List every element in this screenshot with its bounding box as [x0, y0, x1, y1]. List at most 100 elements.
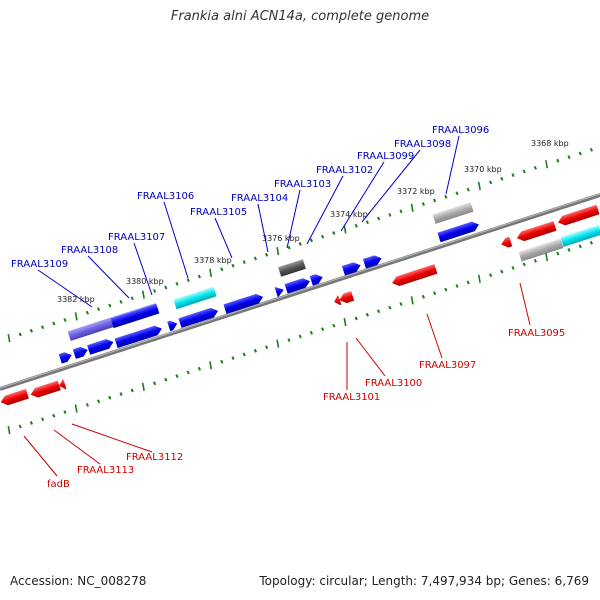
- gene-fraal3096[interactable]: [432, 202, 474, 224]
- gene-label-fraal3102[interactable]: FRAAL3102: [316, 165, 373, 176]
- gene-fraal3109[interactable]: [87, 337, 115, 355]
- gene-label-fraal3108[interactable]: FRAAL3108: [61, 245, 118, 256]
- scale-upper-tick: [556, 158, 560, 163]
- gene-rev-b[interactable]: [515, 221, 557, 243]
- gene-fraal3113[interactable]: [0, 388, 29, 407]
- gene-fwd-a[interactable]: [437, 220, 480, 243]
- gene-label-fraal3099[interactable]: FRAAL3099: [357, 151, 414, 162]
- gene-fraal3106[interactable]: [173, 286, 217, 310]
- gene-fraal3102[interactable]: [278, 259, 306, 277]
- scale-label-3372: 3372 kbp: [397, 187, 435, 196]
- scale-upper-tick: [376, 216, 381, 221]
- gene-label-fraal3100[interactable]: FRAAL3100: [365, 378, 422, 389]
- scale-lower-tick: [130, 388, 134, 393]
- scale-upper-tick: [365, 220, 370, 225]
- scale-upper-tick: [488, 180, 493, 185]
- gene-label-fraal3095[interactable]: FRAAL3095: [508, 328, 565, 339]
- gene-fraal3100[interactable]: [338, 291, 355, 305]
- scale-upper-tick: [421, 202, 426, 207]
- gene-label-fraal3103[interactable]: FRAAL3103: [274, 179, 331, 190]
- scale-upper-tick: [477, 181, 481, 191]
- gene-fraal3095[interactable]: [518, 238, 564, 262]
- scale-lower-tick: [421, 294, 426, 299]
- scale-lower-tick: [52, 413, 56, 418]
- scale-lower-tick: [511, 266, 515, 270]
- scale-upper-tick: [533, 165, 538, 170]
- gene-fraal3107[interactable]: [114, 324, 164, 349]
- gene-rev-a[interactable]: [556, 204, 600, 227]
- gene-fwd-b[interactable]: [223, 292, 264, 314]
- gene-fraal3108b[interactable]: [110, 303, 160, 329]
- gene-fraal3099[interactable]: [341, 260, 362, 276]
- scale-lower-tick: [556, 251, 560, 256]
- scale-lower-tick: [264, 345, 269, 350]
- scale-upper-tick: [309, 238, 314, 243]
- gene-label-fraal3107[interactable]: FRAAL3107: [108, 232, 165, 243]
- scale-upper-tick: [287, 245, 291, 250]
- gene-label-fraal3104[interactable]: FRAAL3104: [231, 193, 288, 204]
- scale-upper-tick: [589, 147, 594, 152]
- scale-upper-tick: [40, 325, 45, 330]
- gene-label-fraal3096[interactable]: FRAAL3096: [432, 125, 489, 136]
- scale-lower-tick: [18, 424, 22, 429]
- scale-upper-tick: [209, 268, 213, 278]
- gene-rev-c[interactable]: [500, 236, 513, 250]
- scale-lower-tick: [242, 352, 246, 357]
- scale-lower-tick: [186, 370, 190, 375]
- callout-line-fraal3104: [257, 203, 269, 253]
- gene-fwd-e[interactable]: [72, 345, 89, 359]
- scale-upper-tick: [320, 234, 325, 239]
- gene-fraal3098[interactable]: [362, 253, 383, 269]
- scale-lower-tick: [108, 395, 112, 400]
- scale-lower-tick: [253, 348, 258, 353]
- gene-fwd-d[interactable]: [167, 319, 179, 332]
- callout-line-fraal3112: [71, 423, 153, 453]
- scale-lower-tick: [141, 382, 145, 392]
- scale-lower-tick: [500, 269, 504, 274]
- gene-rev-cyan[interactable]: [560, 225, 600, 247]
- gene-label-fraal3105[interactable]: FRAAL3105: [190, 207, 247, 218]
- gene-fadb[interactable]: [58, 379, 67, 390]
- gene-label-fraal3112[interactable]: FRAAL3112: [126, 452, 183, 463]
- scale-lower-tick: [466, 280, 470, 285]
- callout-line-fraal3105: [214, 217, 233, 259]
- gene-label-fraal3098[interactable]: FRAAL3098: [394, 139, 451, 150]
- scale-lower-tick: [152, 381, 157, 386]
- scale-lower-tick: [477, 274, 481, 283]
- gene-label-fraal3101[interactable]: FRAAL3101: [323, 392, 380, 403]
- scale-upper-tick: [264, 252, 269, 257]
- scale-lower-tick: [209, 361, 213, 370]
- gene-fraal3112[interactable]: [29, 380, 61, 400]
- gene-fraal3101[interactable]: [333, 295, 342, 306]
- gene-label-fraal3113[interactable]: FRAAL3113: [77, 465, 134, 476]
- scale-upper-tick: [388, 213, 392, 217]
- scale-lower-tick: [332, 323, 336, 328]
- scale-upper-tick: [108, 303, 112, 308]
- gene-label-fraal3109[interactable]: FRAAL3109: [11, 259, 68, 270]
- scale-label-3374: 3374 kbp: [330, 210, 368, 219]
- scale-lower-tick: [444, 287, 448, 292]
- scale-lower-tick: [309, 330, 314, 335]
- accession-text: Accession: NC_008278: [10, 574, 147, 588]
- gene-fraal3103[interactable]: [309, 272, 324, 286]
- gene-fraal3105[interactable]: [274, 285, 286, 297]
- gene-label-fraal3106[interactable]: FRAAL3106: [137, 191, 194, 202]
- scale-upper-tick: [220, 267, 224, 272]
- scale-upper-tick: [399, 209, 403, 214]
- gene-label-fraal3097[interactable]: FRAAL3097: [419, 360, 476, 371]
- scale-upper-tick: [354, 223, 358, 228]
- scale-label-3382: 3382 kbp: [57, 295, 95, 304]
- scale-lower-tick: [276, 339, 280, 348]
- scale-lower-tick: [231, 356, 235, 360]
- scale-upper-tick: [74, 312, 78, 321]
- gene-fwd-f[interactable]: [58, 350, 73, 364]
- callout-line-fraal3095: [519, 282, 531, 326]
- gene-fwd-c[interactable]: [178, 306, 219, 328]
- scale-lower-tick: [119, 392, 123, 397]
- scale-upper-tick: [332, 231, 336, 235]
- gene-label-fadb[interactable]: fadB: [47, 479, 70, 490]
- gene-fraal3097[interactable]: [391, 264, 438, 288]
- gene-fraal3104[interactable]: [284, 276, 312, 294]
- scale-upper-tick: [276, 247, 280, 256]
